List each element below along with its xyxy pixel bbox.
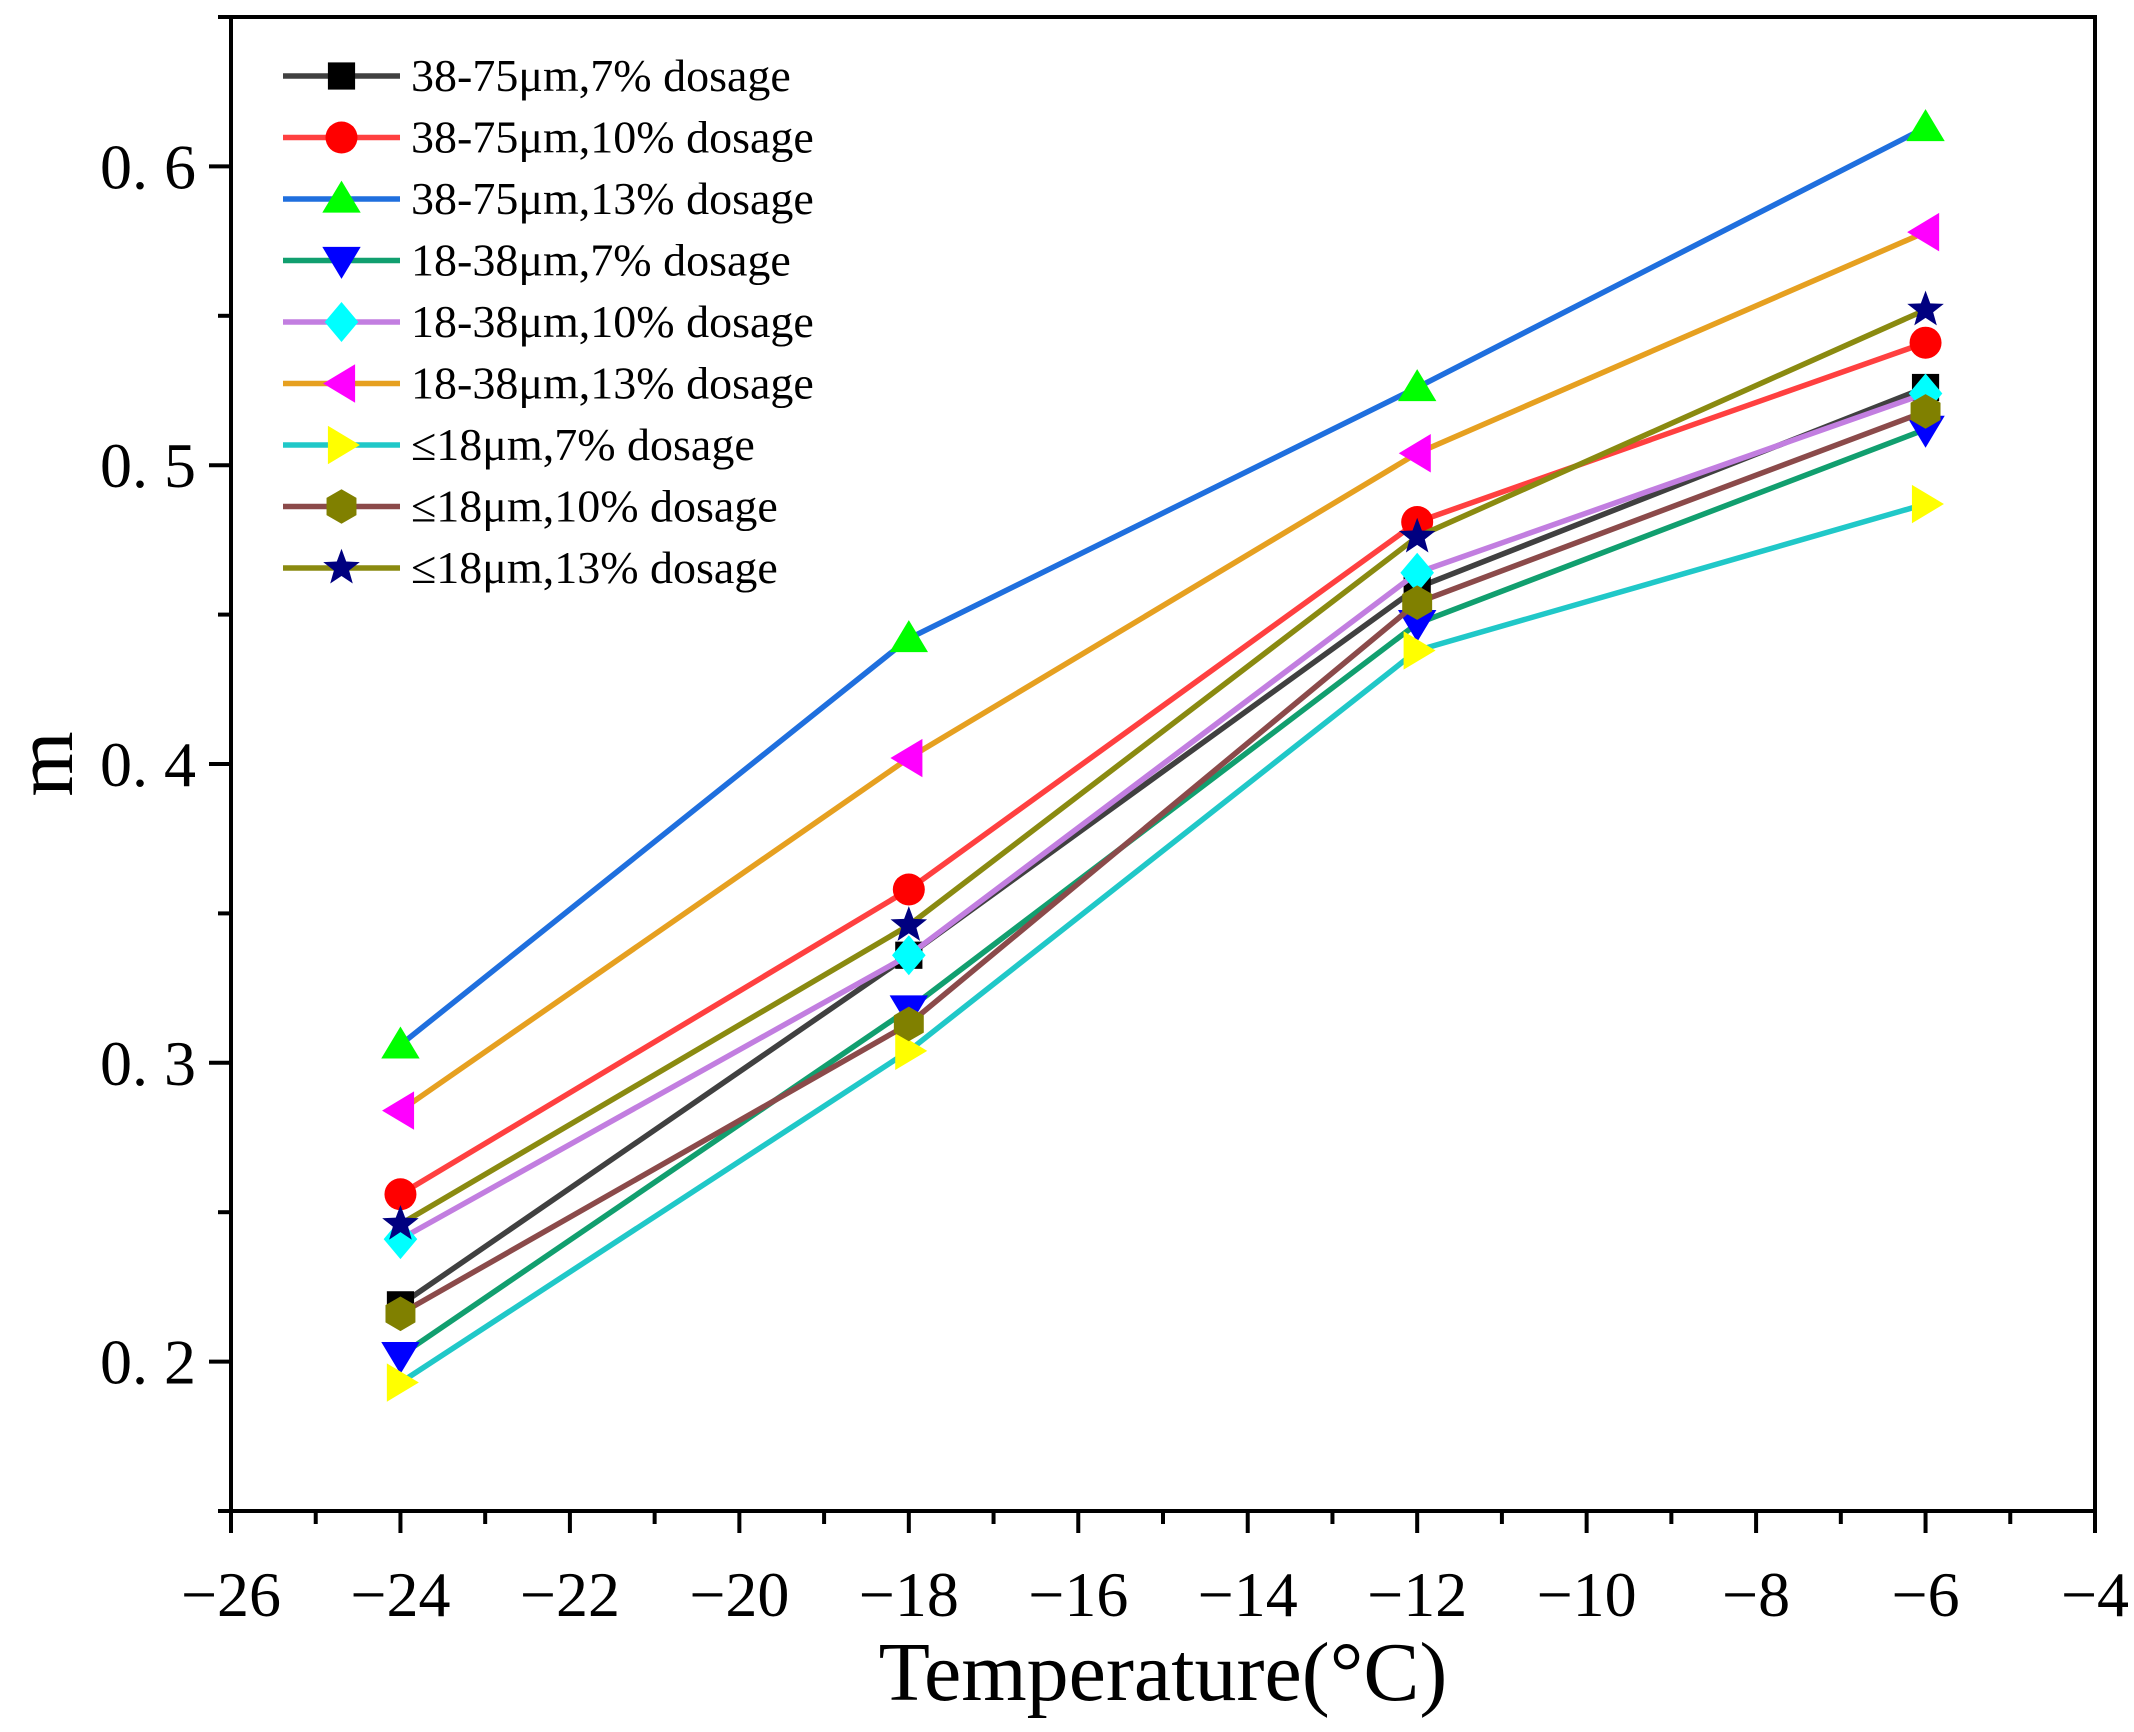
legend-marker bbox=[322, 246, 361, 279]
data-point bbox=[892, 935, 926, 976]
series-6 bbox=[382, 212, 1940, 1130]
x-tick-label: −24 bbox=[350, 1559, 450, 1630]
y-tick-label: 0. 6 bbox=[100, 131, 196, 202]
data-point bbox=[383, 1219, 418, 1260]
data-point bbox=[895, 1031, 928, 1071]
legend-entry: 38-75μm,10% dosage bbox=[283, 112, 814, 163]
legend: 38-75μm,7% dosage 38-75μm,10% dosage 38-75… bbox=[283, 50, 814, 593]
series-9 bbox=[382, 290, 1944, 1240]
data-point bbox=[889, 620, 929, 653]
series-line bbox=[398, 384, 1927, 1308]
data-point bbox=[892, 873, 925, 906]
series-line bbox=[399, 408, 1927, 1317]
legend-label: 38-75μm,13% dosage bbox=[411, 173, 814, 224]
data-point bbox=[382, 1091, 415, 1130]
series-3 bbox=[381, 109, 1945, 1059]
series-8 bbox=[385, 394, 1941, 1332]
legend-marker bbox=[327, 425, 360, 465]
x-tick-label: −20 bbox=[689, 1559, 789, 1630]
data-point bbox=[385, 1296, 416, 1332]
axis-ticks: −26 −24 −22 −20 −18 −16 −14 −12 −10 −8 −6 −4 0. 2 0. … bbox=[100, 15, 2129, 1630]
y-axis-title: m bbox=[0, 731, 91, 796]
legend-label: 18-38μm,13% dosage bbox=[411, 358, 814, 409]
y-tick-label: 0. 3 bbox=[100, 1028, 196, 1099]
legend-entry: 18-38μm,7% dosage bbox=[283, 235, 791, 286]
data-point bbox=[1906, 109, 1945, 142]
legend-label: 38-75μm,10% dosage bbox=[411, 112, 814, 163]
legend-label: ≤18μm,10% dosage bbox=[411, 481, 778, 532]
legend-marker bbox=[324, 302, 359, 342]
series-line bbox=[398, 229, 1927, 1113]
data-point bbox=[381, 1342, 420, 1375]
data-point bbox=[1907, 290, 1944, 326]
data-point bbox=[1911, 484, 1944, 524]
legend-label: 38-75μm,7% dosage bbox=[411, 50, 791, 101]
x-tick-label: −16 bbox=[1028, 1559, 1128, 1630]
data-point bbox=[1403, 631, 1436, 670]
y-tick-label: 0. 2 bbox=[100, 1327, 196, 1398]
data-point bbox=[893, 1006, 924, 1042]
series-line bbox=[399, 307, 1927, 1227]
data-point bbox=[1398, 517, 1436, 553]
x-tick-label: −4 bbox=[2061, 1559, 2129, 1630]
legend-entry: ≤18μm,13% dosage bbox=[283, 542, 778, 593]
legend-entry: 18-38μm,10% dosage bbox=[283, 296, 814, 347]
data-point bbox=[382, 1204, 419, 1240]
data-point bbox=[890, 906, 928, 941]
series-7 bbox=[386, 484, 1944, 1402]
legend-marker bbox=[323, 548, 360, 584]
legend-label: 18-38μm,10% dosage bbox=[411, 296, 814, 347]
y-tick-label: 0. 4 bbox=[100, 729, 196, 800]
data-point bbox=[1909, 326, 1942, 359]
legend-label: ≤18μm,7% dosage bbox=[411, 419, 755, 470]
series-line bbox=[398, 501, 1927, 1385]
data-point bbox=[381, 1026, 420, 1059]
data-point bbox=[1906, 415, 1945, 448]
x-tick-label: −22 bbox=[520, 1559, 620, 1630]
x-tick-label: −6 bbox=[1891, 1559, 1959, 1630]
series-2 bbox=[384, 326, 1942, 1211]
data-point bbox=[1907, 212, 1940, 252]
data-point bbox=[1398, 434, 1431, 473]
y-tick-label: 0. 5 bbox=[100, 430, 196, 501]
x-tick-label: −18 bbox=[859, 1559, 959, 1630]
series-line bbox=[398, 125, 1927, 1048]
data-point bbox=[386, 1363, 419, 1402]
data-point bbox=[890, 738, 923, 778]
data-point bbox=[1910, 394, 1941, 429]
legend-marker bbox=[325, 121, 358, 154]
x-tick-label: −10 bbox=[1537, 1559, 1637, 1630]
series-line bbox=[399, 340, 1927, 1197]
legend-entry: 38-75μm,13% dosage bbox=[283, 173, 814, 224]
data-series bbox=[381, 109, 1945, 1402]
legend-label: 18-38μm,7% dosage bbox=[411, 235, 791, 286]
x-tick-label: −12 bbox=[1367, 1559, 1467, 1630]
legend-marker bbox=[323, 364, 356, 403]
x-tick-label: −14 bbox=[1198, 1559, 1298, 1630]
legend-marker bbox=[326, 489, 357, 524]
x-axis-title: Temperature(°C) bbox=[879, 1626, 1448, 1719]
legend-marker bbox=[327, 62, 356, 90]
x-tick-label: −8 bbox=[1722, 1559, 1790, 1630]
series-line bbox=[399, 390, 1927, 1242]
data-point bbox=[1397, 609, 1437, 642]
x-tick-label: −26 bbox=[181, 1559, 281, 1630]
data-point bbox=[1400, 552, 1434, 593]
legend-entry: 18-38μm,13% dosage bbox=[283, 358, 814, 409]
data-point bbox=[384, 1178, 417, 1211]
legend-marker bbox=[322, 180, 361, 213]
legend-entry: 38-75μm,7% dosage bbox=[283, 50, 791, 101]
legend-entry: ≤18μm,7% dosage bbox=[283, 419, 755, 470]
data-point bbox=[1397, 369, 1437, 402]
legend-entry: ≤18μm,10% dosage bbox=[283, 481, 778, 532]
data-point bbox=[1402, 585, 1433, 620]
legend-label: ≤18μm,13% dosage bbox=[411, 542, 778, 593]
